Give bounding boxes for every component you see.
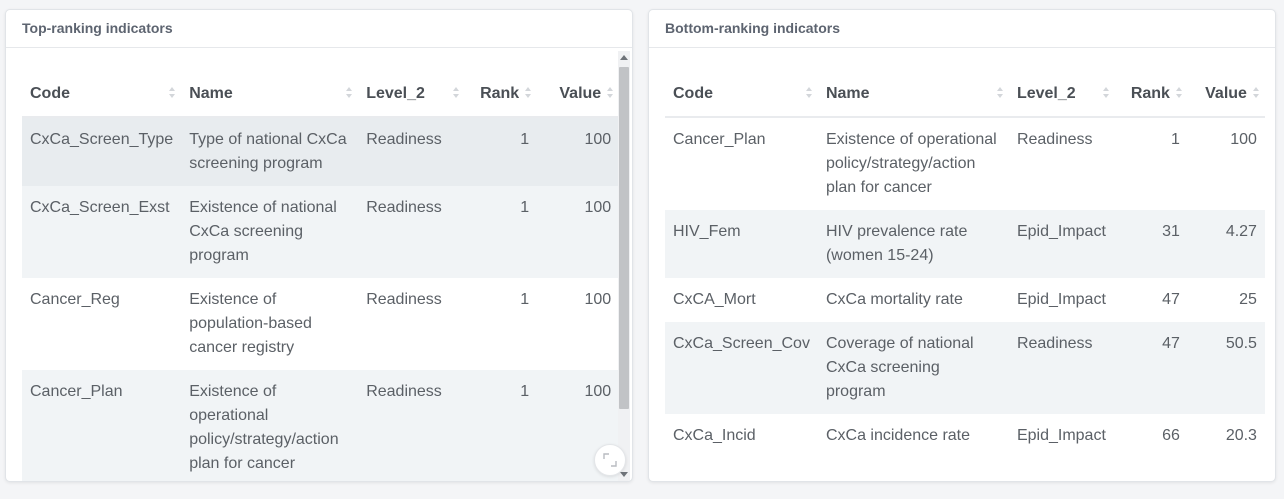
table-scrollbar[interactable] — [618, 51, 630, 481]
scroll-down-arrow-icon[interactable] — [620, 472, 628, 477]
column-header-code[interactable]: Code — [665, 72, 818, 118]
cell-name: Existence of population-based cancer reg… — [189, 291, 312, 356]
expand-icon — [603, 453, 617, 467]
bottom-ranking-table-container[interactable]: Code Name Level_2 Rank Value Cancer_Plan… — [649, 48, 1275, 481]
cell-rank: 1 — [465, 370, 538, 481]
column-header-level-2[interactable]: Level_2 — [1008, 72, 1115, 118]
table-row[interactable]: CxCa_Screen_Exst Existence of national C… — [22, 186, 620, 278]
cell-name: Type of national CxCa screening program — [181, 117, 359, 186]
cell-value: 100 — [1230, 131, 1257, 148]
cell-name: CxCa incidence rate — [825, 427, 971, 444]
cell-code: CxCa_Incid — [673, 427, 756, 444]
table-header-row: Code Name Level_2 Rank Value — [22, 72, 620, 118]
sort-icon — [169, 87, 176, 101]
cell-level-2: Readiness — [1016, 131, 1093, 148]
cell-level-2: Epid_Impact — [1008, 210, 1115, 278]
cell-code: HIV_Fem — [665, 210, 818, 278]
cell-name: HIV prevalence rate (women 15-24) — [817, 210, 1009, 278]
cell-value: 4.27 — [1187, 210, 1265, 278]
cell-code: CxCa_Screen_Cov — [665, 322, 818, 414]
table-row[interactable]: Cancer_Plan Existence of operational pol… — [665, 117, 1265, 210]
cell-code: Cancer_Reg — [30, 291, 120, 308]
table-row[interactable]: HIV_Fem HIV prevalence rate (women 15-24… — [665, 210, 1265, 278]
column-header-rank[interactable]: Rank — [465, 72, 538, 118]
column-header-rank[interactable]: Rank — [1114, 72, 1188, 118]
column-header-name[interactable]: Name — [817, 72, 1009, 118]
scroll-up-arrow-icon[interactable] — [620, 55, 628, 60]
cell-level-2: Readiness — [1008, 322, 1115, 414]
cell-level-2: Epid_Impact — [1016, 427, 1106, 444]
cell-value: 50.5 — [1187, 322, 1265, 414]
top-ranking-card: Top-ranking indicators Code Name Level_2… — [5, 9, 633, 482]
cell-level-2: Readiness — [358, 186, 466, 278]
sort-icon — [996, 87, 1003, 101]
sort-icon — [346, 87, 353, 101]
cell-rank: 66 — [1162, 427, 1180, 444]
cell-rank: 1 — [465, 186, 538, 278]
cell-name: CxCa mortality rate — [825, 291, 963, 308]
column-header-value[interactable]: Value — [537, 72, 620, 118]
cell-rank: 1 — [465, 117, 538, 186]
scrollbar-thumb[interactable] — [619, 67, 629, 409]
cell-value: 100 — [584, 291, 612, 308]
bottom-ranking-title: Bottom-ranking indicators — [649, 10, 1275, 48]
table-row[interactable]: CxCa_Incid CxCa incidence rate Epid_Impa… — [665, 414, 1265, 458]
cell-name: Coverage of national CxCa screening prog… — [817, 322, 1009, 414]
table-row[interactable]: Cancer_Reg Existence of population-based… — [22, 278, 619, 370]
cell-name: Existence of operational policy/strategy… — [181, 370, 359, 481]
cell-level-2: Readiness — [358, 370, 466, 481]
cell-rank: 47 — [1162, 291, 1180, 308]
cell-name: Existence of operational policy/strategy… — [825, 131, 997, 196]
sort-icon — [1102, 87, 1109, 101]
cell-level-2: Readiness — [366, 291, 442, 308]
cell-value: 100 — [537, 117, 620, 186]
cell-rank: 31 — [1114, 210, 1188, 278]
top-ranking-table-container[interactable]: Code Name Level_2 Rank Value CxCa_Screen… — [6, 48, 632, 481]
cell-value: 20.3 — [1225, 427, 1257, 444]
table-row[interactable]: Cancer_Plan Existence of operational pol… — [22, 370, 620, 481]
top-ranking-table: Code Name Level_2 Rank Value CxCa_Screen… — [22, 72, 620, 481]
cell-name: Existence of national CxCa screening pro… — [181, 186, 359, 278]
table-row[interactable]: CxCa_Screen_Type Type of national CxCa s… — [22, 117, 620, 186]
table-row[interactable]: CxCa_Screen_Cov Coverage of national CxC… — [665, 322, 1265, 414]
bottom-ranking-card: Bottom-ranking indicators Code Name Leve… — [648, 9, 1276, 482]
cell-code: Cancer_Plan — [22, 370, 182, 481]
column-header-value[interactable]: Value — [1187, 72, 1265, 118]
top-ranking-title: Top-ranking indicators — [6, 10, 632, 48]
sort-icon — [1175, 87, 1182, 101]
cell-code: CxCa_Screen_Type — [22, 117, 182, 186]
cell-level-2: Readiness — [358, 117, 466, 186]
cell-rank: 1 — [520, 291, 530, 308]
cell-code: CxCa_Screen_Exst — [22, 186, 182, 278]
bottom-ranking-table: Code Name Level_2 Rank Value Cancer_Plan… — [665, 72, 1265, 458]
table-header-row: Code Name Level_2 Rank Value — [665, 72, 1265, 118]
cell-value: 100 — [537, 370, 620, 481]
cell-rank: 1 — [1171, 131, 1180, 148]
sort-icon — [453, 87, 460, 101]
cell-code: CxCA_Mort — [673, 291, 756, 308]
column-header-code[interactable]: Code — [22, 72, 182, 118]
sort-icon — [525, 87, 532, 101]
sort-icon — [1252, 87, 1259, 101]
column-header-level-2[interactable]: Level_2 — [358, 72, 466, 118]
sort-icon — [805, 87, 812, 101]
expand-button[interactable] — [594, 444, 626, 476]
cell-code: Cancer_Plan — [673, 131, 766, 148]
cell-value: 25 — [1239, 291, 1257, 308]
cell-value: 100 — [537, 186, 620, 278]
cell-level-2: Epid_Impact — [1016, 291, 1106, 308]
table-row[interactable]: CxCA_Mort CxCa mortality rate Epid_Impac… — [665, 278, 1265, 322]
cell-rank: 47 — [1114, 322, 1188, 414]
column-header-name[interactable]: Name — [181, 72, 359, 118]
sort-icon — [607, 87, 614, 101]
